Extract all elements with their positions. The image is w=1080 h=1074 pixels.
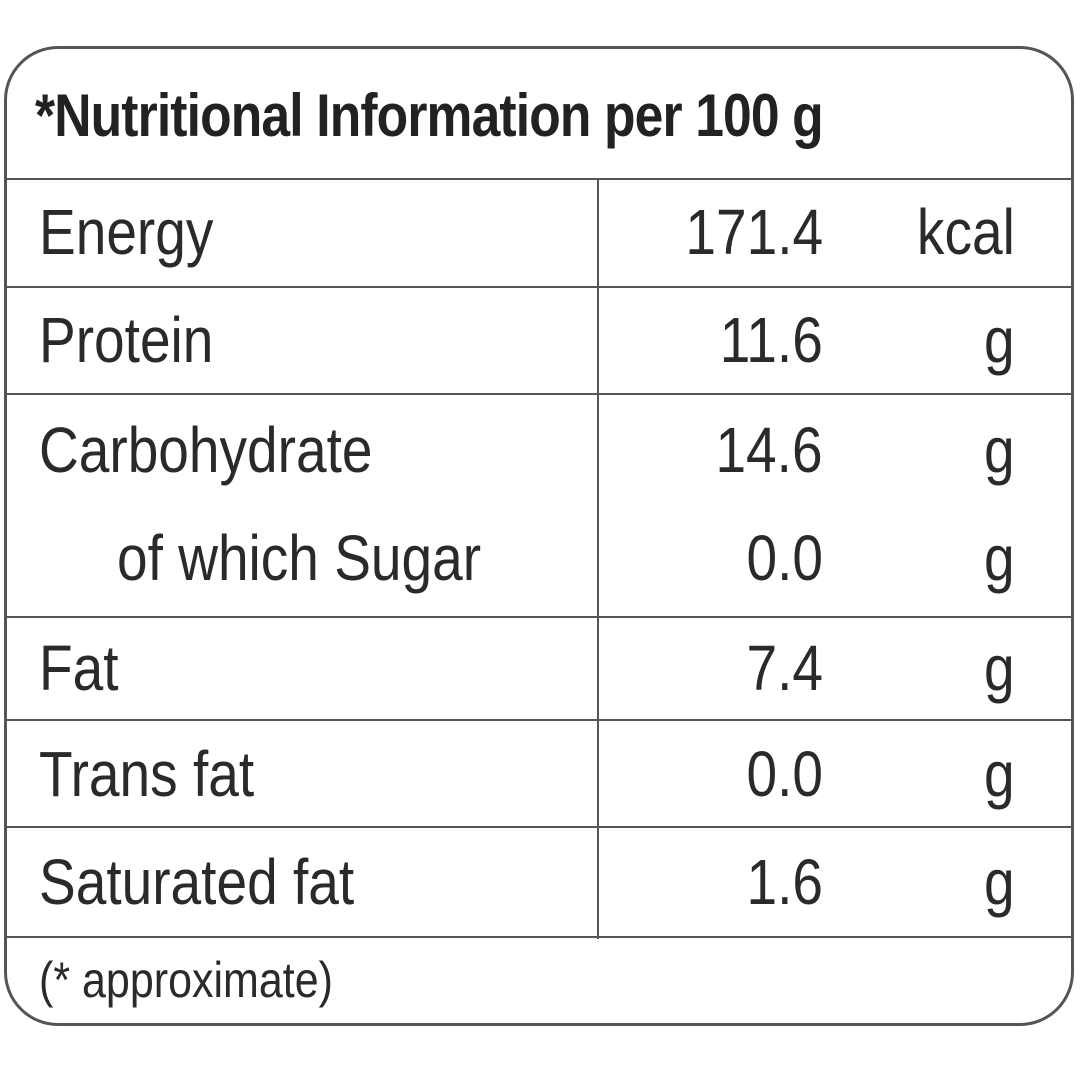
row-divider [7, 286, 1071, 288]
row-divider [7, 393, 1071, 395]
row-unit-fat: g [984, 632, 1015, 704]
row-label-saturated-fat: Saturated fat [39, 846, 355, 918]
title-divider [7, 178, 1071, 180]
row-value-protein: 11.6 [719, 304, 823, 376]
row-value-energy: 171.4 [685, 196, 823, 268]
footnote-divider [7, 936, 1071, 938]
row-label-sugar: of which Sugar [117, 522, 482, 594]
column-divider [597, 179, 599, 939]
row-unit-saturated-fat: g [984, 846, 1015, 918]
row-divider [7, 616, 1071, 618]
row-label-protein: Protein [39, 304, 214, 376]
row-unit-sugar: g [984, 522, 1015, 594]
row-divider [7, 719, 1071, 721]
row-value-trans-fat: 0.0 [746, 738, 823, 810]
row-unit-carbohydrate: g [984, 414, 1015, 486]
row-label-carbohydrate: Carbohydrate [39, 414, 373, 486]
row-divider [7, 826, 1071, 828]
row-unit-protein: g [984, 304, 1015, 376]
row-label-trans-fat: Trans fat [39, 738, 255, 810]
nutrition-table: *Nutritional Information per 100 g Energ… [4, 46, 1074, 1026]
row-unit-energy: kcal [917, 196, 1015, 268]
row-value-carbohydrate: 14.6 [715, 414, 823, 486]
row-value-fat: 7.4 [746, 632, 823, 704]
row-value-saturated-fat: 1.6 [746, 846, 823, 918]
row-label-energy: Energy [39, 196, 214, 268]
row-label-fat: Fat [39, 632, 119, 704]
row-unit-trans-fat: g [984, 738, 1015, 810]
footnote: (* approximate) [39, 952, 333, 1008]
nutrition-title: *Nutritional Information per 100 g [35, 82, 824, 149]
row-value-sugar: 0.0 [746, 522, 823, 594]
